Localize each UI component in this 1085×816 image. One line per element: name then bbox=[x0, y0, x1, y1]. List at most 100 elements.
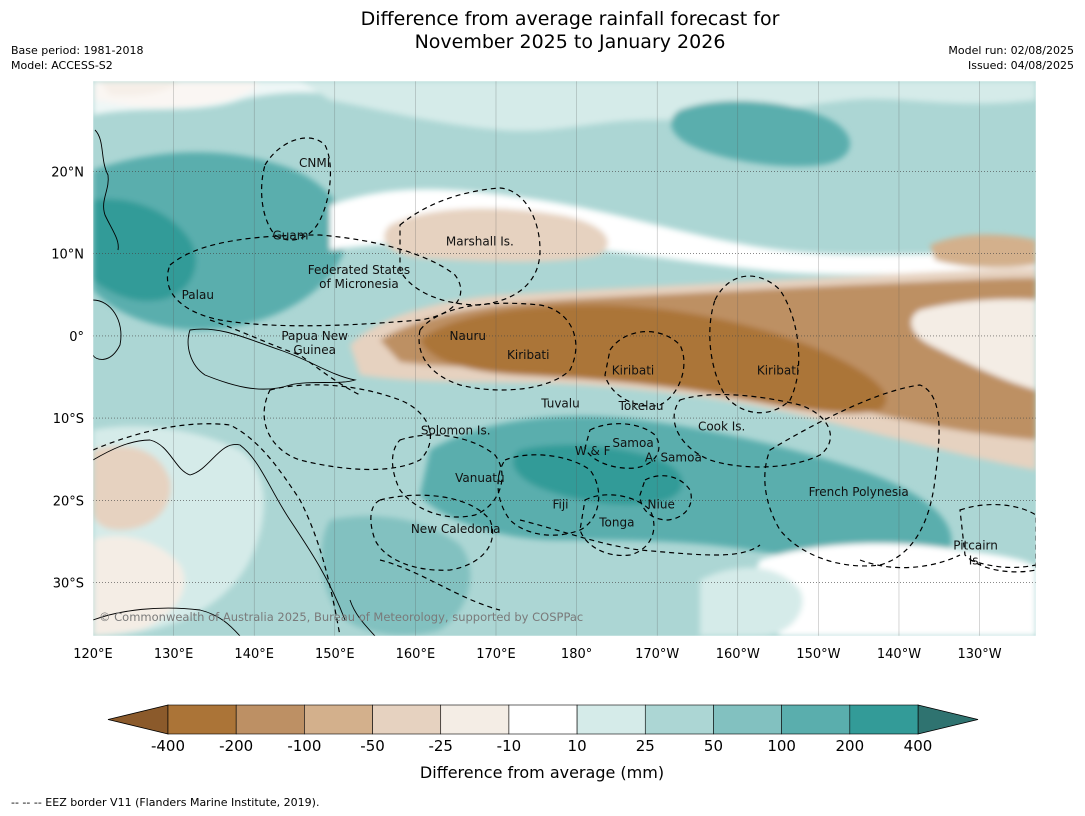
colorbar-swatch bbox=[372, 704, 442, 735]
colorbar-swatch bbox=[508, 704, 578, 735]
copyright-notice: © Commonwealth of Australia 2025, Bureau… bbox=[99, 610, 583, 624]
field-australia-neutral bbox=[93, 536, 185, 636]
eez-kiribati-line bbox=[709, 275, 800, 414]
coast-new-guinea bbox=[187, 328, 357, 390]
field-northeast-dry bbox=[930, 234, 1036, 268]
eez-micronesia bbox=[166, 234, 462, 327]
region-label: of Micronesia bbox=[319, 277, 399, 291]
field-south-wet-core bbox=[512, 444, 683, 505]
eez-solomon bbox=[263, 384, 431, 471]
title-line-2: November 2025 to January 2026 bbox=[414, 31, 726, 53]
region-label: Kiribati bbox=[757, 363, 799, 377]
colorbar-tick-label: 25 bbox=[636, 737, 655, 755]
colorbar-extend-low bbox=[107, 704, 169, 735]
region-label: Palau bbox=[182, 288, 214, 302]
lon-tick-label: 140°E bbox=[234, 647, 274, 662]
lat-tick-label: 10°S bbox=[53, 412, 84, 427]
lat-tick-label: 0° bbox=[69, 330, 84, 345]
region-label: Tonga bbox=[598, 516, 634, 530]
chart-title: Difference from average rainfall forecas… bbox=[0, 8, 1085, 54]
region-label: Marshall Is. bbox=[446, 234, 514, 248]
lon-tick-label: 180° bbox=[561, 647, 592, 662]
region-label: Federated States bbox=[308, 263, 410, 277]
lon-tick-label: 170°W bbox=[635, 647, 679, 662]
region-label: Kiribati bbox=[507, 348, 549, 362]
eez-southern-boundary bbox=[379, 519, 1036, 611]
eez-new-caledonia bbox=[370, 494, 494, 571]
coast-south-west bbox=[93, 607, 241, 636]
region-label: Pitcairn bbox=[953, 539, 998, 553]
lon-tick-label: 160°E bbox=[396, 647, 436, 662]
meta-right: Model run: 02/08/2025 Issued: 04/08/2025 bbox=[948, 43, 1074, 73]
field-north-light-wet bbox=[300, 81, 1036, 131]
coast-borneo bbox=[93, 299, 122, 360]
region-label: French Polynesia bbox=[809, 485, 909, 499]
field-southeast-light-wet bbox=[700, 567, 803, 636]
colorbar-tick-label: -25 bbox=[428, 737, 453, 755]
colorbar-swatch bbox=[713, 704, 782, 735]
eez-kiribati-gilbert bbox=[418, 302, 577, 391]
field-coral-sea-light bbox=[321, 516, 471, 636]
field-east-neutral bbox=[911, 299, 1036, 390]
lon-tick-label: 130°E bbox=[154, 647, 194, 662]
field-hawaii-wet bbox=[671, 100, 850, 167]
colorbar-tick-label: 10 bbox=[568, 737, 587, 755]
eez-cnmi bbox=[260, 137, 331, 241]
eez-samoa bbox=[584, 423, 660, 469]
latitude-tick-labels: 20°N 10°N 0° 10°S 20°S 30°S bbox=[51, 165, 84, 591]
longitude-tick-labels: 120°E 130°E 140°E 150°E 160°E 170°E 180° 170°W 1… bbox=[73, 647, 1002, 662]
eez-french-polynesia bbox=[764, 384, 940, 567]
region-label: Cook Is. bbox=[698, 419, 745, 433]
colorbar-swatch bbox=[781, 704, 851, 735]
colorbar-swatch bbox=[849, 704, 919, 735]
field-equatorial-dry-core bbox=[420, 305, 887, 414]
region-label: Guinea bbox=[293, 343, 336, 357]
colorbar-swatch bbox=[576, 704, 646, 735]
colorbar-tick-label: -10 bbox=[497, 737, 522, 755]
colorbar-tick-label: 50 bbox=[704, 737, 723, 755]
base-period: Base period: 1981-2018 bbox=[11, 44, 144, 57]
lat-tick-label: 20°S bbox=[53, 494, 84, 509]
colorbar-tick-label: -400 bbox=[151, 737, 185, 755]
lon-tick-label: 140°W bbox=[877, 647, 921, 662]
region-label: Tokelau bbox=[618, 399, 664, 413]
eez-kiribati-phoenix bbox=[604, 331, 685, 407]
region-label: Niue bbox=[648, 497, 675, 511]
eez-cook bbox=[673, 393, 831, 468]
lon-tick-label: 130°W bbox=[957, 647, 1001, 662]
colorbar-swatch bbox=[304, 704, 373, 735]
lon-tick-label: 170°E bbox=[476, 647, 516, 662]
eez-borders bbox=[93, 137, 1036, 636]
field-southeast-neutral bbox=[756, 543, 1036, 636]
colorbar-title: Difference from average (mm) bbox=[420, 763, 664, 782]
eez-fiji bbox=[497, 454, 600, 536]
eez-niue bbox=[639, 475, 692, 521]
lat-tick-label: 10°N bbox=[51, 248, 84, 263]
region-label: Solomon Is. bbox=[421, 423, 491, 437]
region-label: Papua New bbox=[281, 329, 348, 343]
region-label: Samoa bbox=[612, 436, 653, 450]
colorbar-tick-label: 400 bbox=[904, 737, 933, 755]
eez-tonga bbox=[579, 494, 655, 557]
colorbar-tick-label: 100 bbox=[767, 737, 796, 755]
meta-left: Base period: 1981-2018 Model: ACCESS-S2 bbox=[11, 43, 143, 73]
lon-tick-label: 160°W bbox=[716, 647, 760, 662]
field-australia-dry bbox=[93, 446, 171, 530]
lon-tick-label: 150°E bbox=[315, 647, 355, 662]
colorbar-tick-label: -100 bbox=[287, 737, 321, 755]
title-line-1: Difference from average rainfall forecas… bbox=[360, 8, 780, 30]
eez-marshall bbox=[399, 187, 541, 306]
region-label: A. Samoa bbox=[645, 451, 702, 465]
field-west-pacific-wet-core bbox=[93, 199, 196, 301]
eez-footnote: -- -- -- EEZ border V11 (Flanders Marine… bbox=[11, 796, 320, 809]
colorbar: -400 -200 -100 -50 -25 -10 10 25 50 100 200 400 bbox=[107, 704, 979, 755]
region-label: CNMI bbox=[299, 156, 330, 170]
colorbar-swatch bbox=[235, 704, 305, 735]
region-label: Nauru bbox=[450, 329, 486, 343]
anomaly-field bbox=[93, 81, 1036, 636]
eez-png bbox=[209, 319, 361, 396]
colorbar-swatch bbox=[644, 704, 714, 735]
issued-date: Issued: 04/08/2025 bbox=[967, 59, 1074, 72]
colorbar-extend-high bbox=[917, 704, 979, 735]
